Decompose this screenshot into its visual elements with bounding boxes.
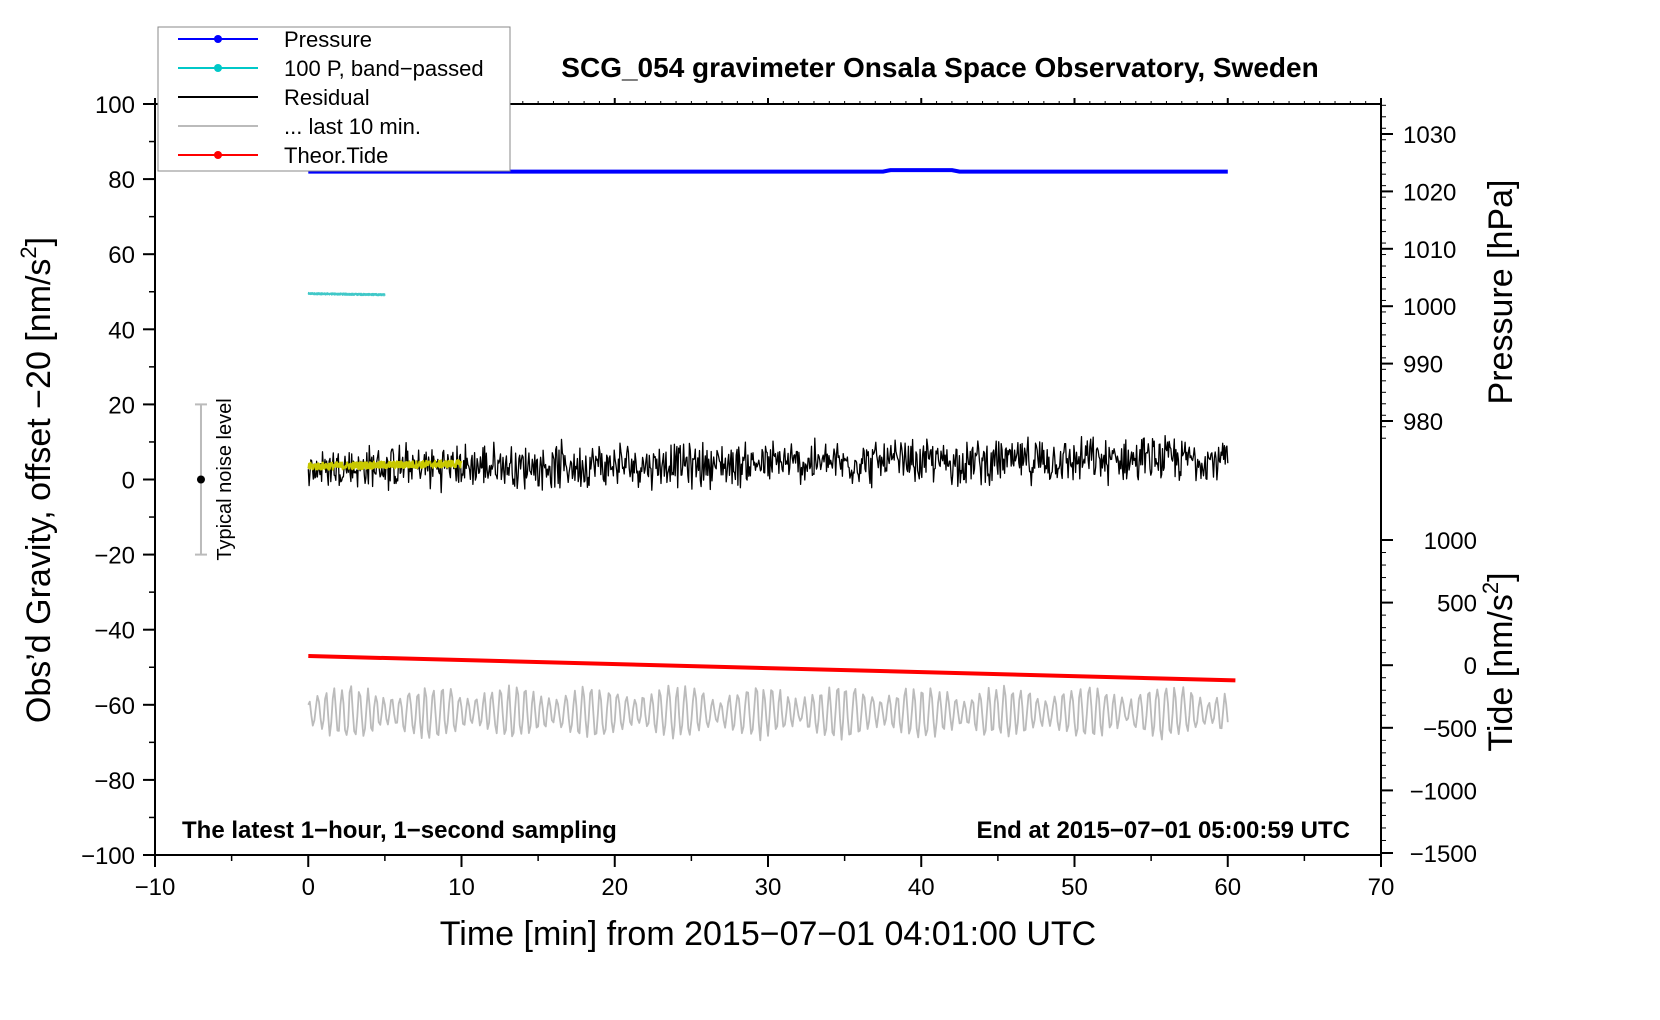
- legend-label: ... last 10 min.: [284, 114, 421, 139]
- pressure-tick-label: 1020: [1403, 179, 1456, 206]
- y-axis-title-left-end: ]: [20, 237, 58, 246]
- y-axis-title-tide-sup: 2: [1478, 582, 1503, 594]
- y-tick-label: −40: [94, 618, 135, 645]
- noise-label: Typical noise level: [214, 398, 236, 560]
- x-tick-label: 10: [448, 874, 475, 901]
- tide-tick-label: 1000: [1424, 528, 1477, 555]
- x-tick-label: −10: [135, 874, 176, 901]
- legend-label: Residual: [284, 85, 370, 110]
- y-axis-title-tide-main: Tide [nm/s: [1482, 594, 1520, 751]
- series-line-theor-tide: [308, 654, 1236, 683]
- chart-title: SCG_054 gravimeter Onsala Space Observat…: [561, 52, 1318, 83]
- x-tick-label: 40: [908, 874, 935, 901]
- series-line-pressure: [308, 168, 1228, 174]
- x-axis-title: Time [min] from 2015−07−01 04:01:00 UTC: [440, 915, 1096, 953]
- tide-tick-label: −1500: [1410, 841, 1477, 868]
- legend-label: 100 P, band−passed: [284, 56, 484, 81]
- y-axis-title-tide: Tide [nm/s2]: [1478, 572, 1520, 751]
- y-axis-title-left-main: Obs’d Gravity, offset −20 [nm/s: [20, 259, 58, 724]
- y-axis-title-left: Obs’d Gravity, offset −20 [nm/s2]: [16, 237, 58, 723]
- series-layer: [307, 168, 1236, 742]
- legend: Pressure 100 P, band−passed Residual ... la…: [157, 26, 511, 172]
- x-tick-label: 0: [302, 874, 315, 901]
- pressure-tick-label: 1030: [1403, 122, 1456, 149]
- y-tick-label: 0: [122, 468, 135, 495]
- pressure-tick-label: 1000: [1403, 294, 1456, 321]
- y-axis-title-left-sup: 2: [16, 246, 41, 258]
- annotation-right: End at 2015−07−01 05:00:59 UTC: [976, 817, 1350, 844]
- legend-marker: [214, 35, 222, 43]
- x-tick-label: 20: [601, 874, 628, 901]
- x-tick-label: 50: [1061, 874, 1088, 901]
- annotation-left: The latest 1−hour, 1−second sampling: [182, 817, 617, 844]
- y-tick-label: −100: [81, 843, 135, 870]
- y-tick-label: −20: [94, 543, 135, 570]
- noise-level-indicator: Typical noise level: [194, 398, 236, 561]
- series-line-100-p-band-passed: [307, 291, 386, 297]
- legend-label: Theor.Tide: [284, 143, 388, 168]
- legend-box: [157, 26, 511, 172]
- ticks-layer: −10 0 10 20 30 40 50 60 70100806040200−20−40−60−…: [81, 92, 1477, 901]
- legend-marker: [214, 151, 222, 159]
- series-line-residual-smoothed-: [307, 459, 463, 471]
- x-tick-label: 30: [755, 874, 782, 901]
- tide-tick-label: 0: [1464, 653, 1477, 680]
- pressure-tick-label: 990: [1403, 352, 1443, 379]
- y-axis-title-pressure: Pressure [hPa]: [1482, 180, 1520, 405]
- legend-label: Pressure: [284, 27, 372, 52]
- x-tick-label: 70: [1368, 874, 1395, 901]
- y-tick-label: 60: [108, 242, 135, 269]
- series-line--last-10-min-: [307, 684, 1229, 742]
- noise-bar-center: [196, 475, 205, 484]
- y-tick-label: 20: [108, 392, 135, 419]
- tide-tick-label: −500: [1423, 716, 1477, 743]
- tide-tick-label: −1000: [1410, 778, 1477, 805]
- pressure-tick-label: 980: [1403, 409, 1443, 436]
- tide-tick-label: 500: [1437, 591, 1477, 618]
- y-axis-title-tide-end: ]: [1482, 572, 1520, 581]
- y-tick-label: 100: [95, 92, 135, 119]
- pressure-tick-label: 1010: [1403, 237, 1456, 264]
- legend-marker: [214, 64, 222, 72]
- y-tick-label: −60: [94, 693, 135, 720]
- y-tick-label: −80: [94, 768, 135, 795]
- y-tick-label: 80: [108, 167, 135, 194]
- y-tick-label: 40: [108, 317, 135, 344]
- series-line-residual: [307, 434, 1229, 494]
- x-tick-label: 60: [1214, 874, 1241, 901]
